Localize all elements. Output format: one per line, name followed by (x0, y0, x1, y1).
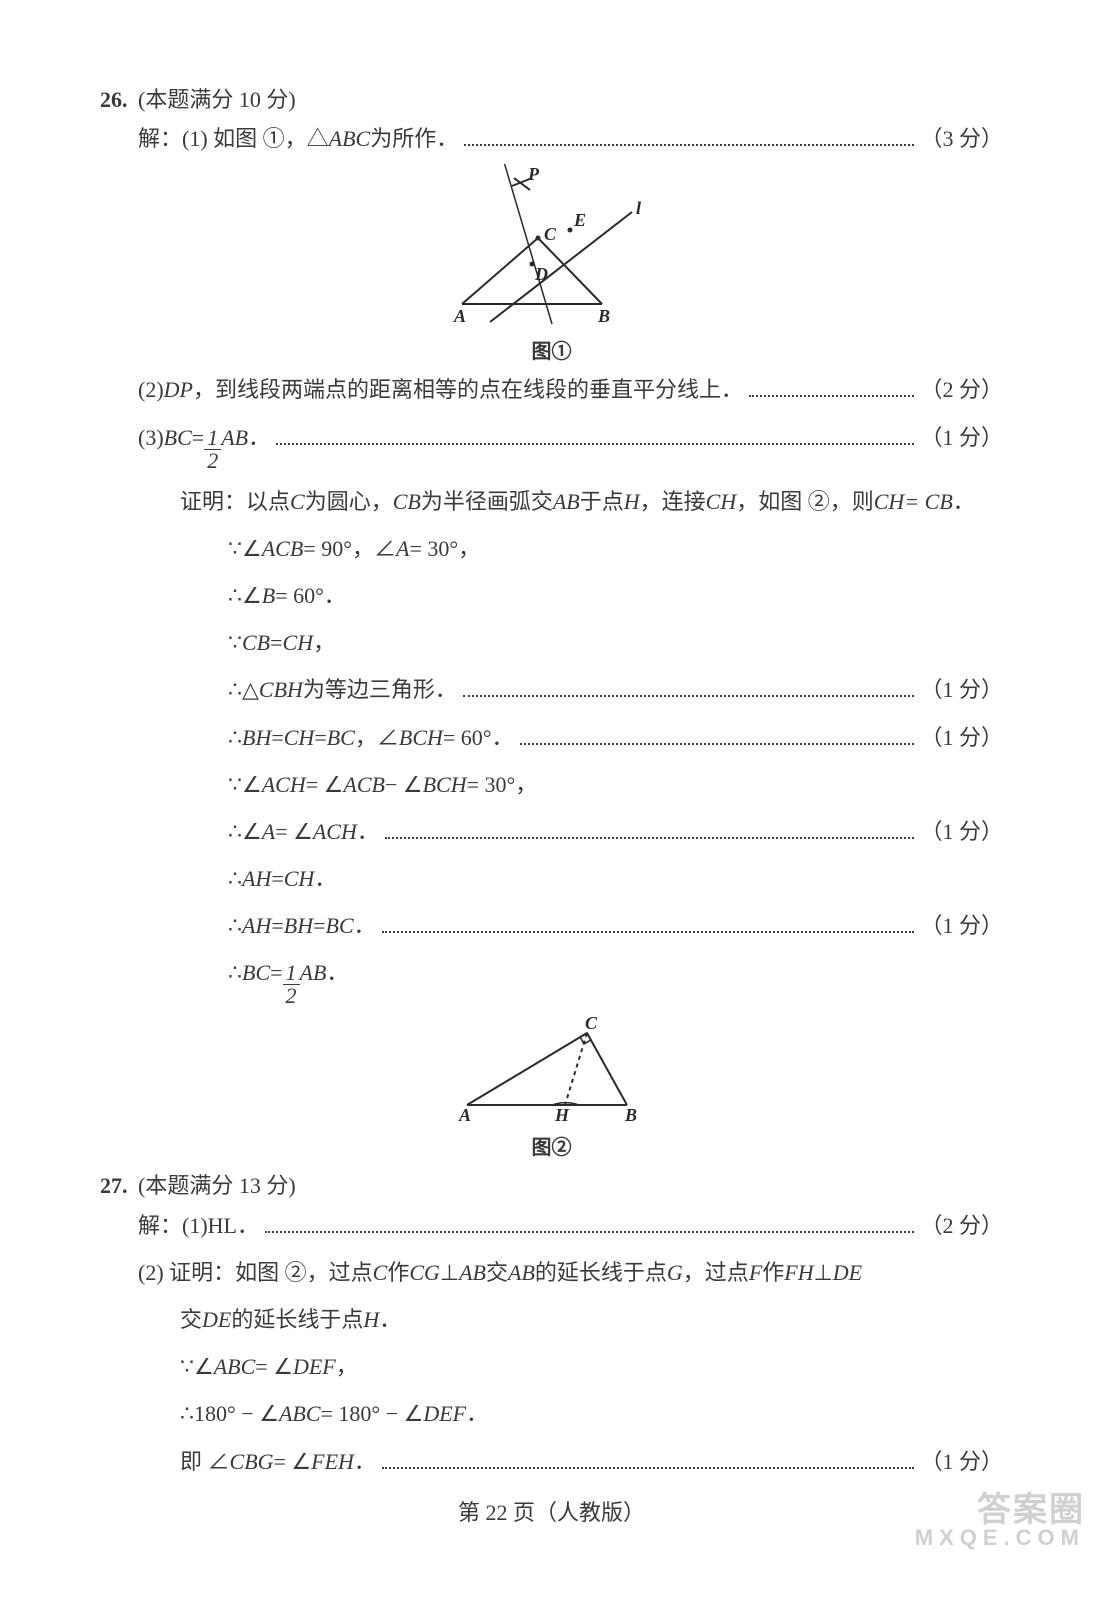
q27-step3: 即 ∠ CBG = ∠ FEH ． （1 分） (100, 1442, 1003, 1481)
q26-step5: ∴ BH = CH = BC ，∠ BCH = 60°． （1 分） (100, 718, 1003, 757)
q26-header: 26. (本题满分 10 分) (100, 80, 1003, 119)
svg-text:A: A (453, 306, 466, 326)
q27-num: 27. (100, 1168, 138, 1203)
svg-text:P: P (527, 164, 540, 184)
q26-l1-pre: 解：(1) 如图 ①，△ (138, 121, 329, 156)
q26-step7: ∴∠ A = ∠ ACH ． （1 分） (100, 812, 1003, 851)
q27-header-text: (本题满分 13 分) (138, 1168, 296, 1203)
q27-header: 27. (本题满分 13 分) (100, 1166, 1003, 1205)
q26-l3-score: （1 分） (920, 420, 1003, 455)
q26-num: 26. (100, 82, 138, 117)
fig1-svg: A B C D E P l (432, 164, 672, 334)
frac-half: 12 (204, 427, 221, 472)
q26-l3: (3) BC = 12 AB ． （1 分） (100, 418, 1003, 474)
q26-step8: ∴ AH = CH ． (100, 859, 1003, 898)
q26-figure2: A B C H 图② (100, 1015, 1003, 1160)
q27-step2: ∴180° − ∠ ABC = 180° − ∠ DEF ． (100, 1394, 1003, 1433)
q26-l3-eq: = (192, 420, 204, 455)
q26-step2: ∴∠ B = 60°． (100, 576, 1003, 615)
svg-text:C: C (585, 1015, 598, 1033)
svg-text:A: A (458, 1105, 471, 1125)
q26-step6: ∵∠ ACH = ∠ ACB − ∠ BCH = 30°， (100, 765, 1003, 804)
q26-l1-post: 为所作． (370, 121, 458, 156)
fig2-svg: A B C H (447, 1015, 657, 1130)
q26-step1: ∵∠ ACB = 90°，∠ A = 30°， (100, 529, 1003, 568)
q26-l3-ab: AB (221, 420, 248, 455)
leader-dots (382, 1449, 915, 1469)
q26-l2-score: （2 分） (920, 372, 1003, 407)
fig2-caption: 图② (100, 1131, 1003, 1160)
svg-text:l: l (636, 198, 641, 218)
svg-text:B: B (624, 1105, 637, 1125)
svg-text:C: C (544, 224, 557, 244)
q26-header-text: (本题满分 10 分) (138, 82, 296, 117)
watermark: 答案圈 MXQE.COM (915, 1493, 1085, 1549)
q27-l1: 解：(1)HL． （2 分） (100, 1206, 1003, 1245)
q26-step10: ∴ BC = 12 AB ． (100, 953, 1003, 1009)
leader-dots (464, 126, 914, 146)
page-footer: 第 22 页（人教版） (100, 1495, 1003, 1527)
q26-figure1: A B C D E P l 图① (100, 164, 1003, 364)
page: 26. (本题满分 10 分) 解：(1) 如图 ①，△ ABC 为所作． （3… (0, 0, 1103, 1557)
q26-step9: ∴ AH = BH = BC ． （1 分） (100, 906, 1003, 945)
q27-step1: ∵∠ ABC = ∠ DEF ， (100, 1347, 1003, 1386)
q26-l2-pre: (2) (138, 372, 164, 407)
leader-dots (463, 678, 915, 698)
leader-dots (276, 425, 914, 445)
q26-l3-bc: BC (164, 420, 192, 455)
q27-l3: 交 DE 的延长线于点 H ． (100, 1300, 1003, 1339)
q27-l2: (2) 证明：如图 ②，过点 C 作 CG ⊥ AB 交 AB 的延长线于点 G… (100, 1253, 1003, 1292)
leader-dots (520, 725, 915, 745)
q26-step4: ∴△ CBH 为等边三角形． （1 分） (100, 670, 1003, 709)
q26-l3-period: ． (248, 420, 270, 455)
svg-text:H: H (554, 1105, 570, 1125)
q26-proof: 证明：以点 C 为圆心， CB 为半径画弧交 AB 于点 H ，连接 CH ，如… (100, 482, 1003, 521)
q26-l2-dp: DP (164, 372, 193, 407)
frac-half-2: 12 (283, 962, 300, 1007)
q26-l2-post: ，到线段两端点的距离相等的点在线段的垂直平分线上． (193, 372, 743, 407)
svg-text:D: D (534, 264, 548, 284)
q26-l1: 解：(1) 如图 ①，△ ABC 为所作． （3 分） (100, 119, 1003, 158)
q26-step3: ∵ CB = CH ， (100, 623, 1003, 662)
leader-dots (749, 378, 914, 398)
q26-l3-pre: (3) (138, 420, 164, 455)
q26-l2: (2) DP ，到线段两端点的距离相等的点在线段的垂直平分线上． （2 分） (100, 370, 1003, 409)
q26-l1-abc: ABC (329, 121, 371, 156)
leader-dots (385, 819, 915, 839)
fig1-caption: 图① (100, 335, 1003, 364)
svg-text:B: B (597, 306, 610, 326)
leader-dots (382, 913, 915, 933)
svg-text:E: E (573, 210, 586, 230)
q26-l1-score: （3 分） (920, 121, 1003, 156)
leader-dots (265, 1213, 915, 1233)
